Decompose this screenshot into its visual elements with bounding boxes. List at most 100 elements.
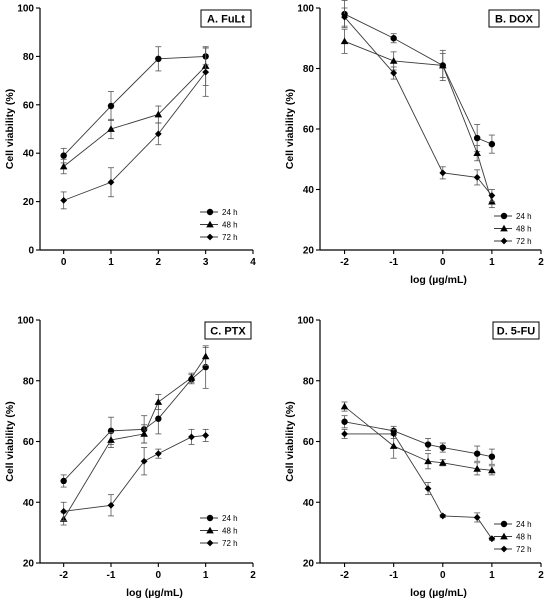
data-point	[488, 453, 496, 460]
data-point	[473, 149, 481, 157]
legend-marker	[206, 526, 214, 534]
data-point	[341, 430, 348, 438]
data-point	[60, 477, 67, 485]
legend-marker	[500, 212, 508, 220]
data-point	[107, 125, 115, 132]
y-tick-label: 20	[23, 197, 35, 208]
data-point	[340, 37, 349, 45]
legend-label: 48 h	[516, 225, 532, 234]
legend: 24 h 48 h 72 h	[200, 208, 238, 242]
legend-label: 24 h	[516, 520, 532, 529]
x-tick-label: 2	[538, 257, 544, 268]
y-tick-label: 60	[23, 437, 35, 448]
legend-marker	[206, 220, 214, 228]
y-axis-title: Cell viability (%)	[284, 401, 296, 482]
x-tick-label: 1	[203, 570, 209, 581]
data-point	[154, 398, 163, 405]
legend: 24 h 48 h 72 h	[200, 514, 238, 548]
legend-marker	[206, 233, 214, 241]
data-point	[473, 465, 481, 472]
series-2	[340, 28, 496, 209]
y-tick-label: 80	[23, 52, 35, 63]
data-point	[439, 444, 446, 451]
legend-marker	[206, 208, 214, 216]
series-line	[344, 16, 493, 196]
y-tick-label: 100	[17, 4, 34, 15]
data-point	[140, 457, 148, 465]
data-point	[201, 352, 210, 360]
legend-marker	[500, 520, 508, 528]
data-point	[473, 134, 481, 142]
y-tick-label: 100	[17, 316, 34, 327]
data-point	[389, 442, 398, 449]
panel-title-box	[200, 9, 252, 28]
series-2	[59, 46, 210, 175]
legend: 24 h 48 h 72 h	[494, 520, 532, 554]
data-point	[155, 415, 162, 422]
data-point	[424, 457, 432, 465]
legend-label: 24 h	[516, 212, 532, 221]
x-tick-label: 0	[440, 257, 446, 268]
data-point	[140, 430, 148, 437]
series-2	[59, 346, 210, 526]
x-tick-label: 4	[250, 257, 256, 268]
legend-label: 24 h	[222, 514, 238, 523]
panel-title-box	[204, 321, 252, 340]
y-tick-label: 40	[303, 185, 315, 196]
y-tick-label: 20	[23, 559, 35, 570]
data-point	[107, 501, 115, 509]
data-point	[341, 418, 348, 425]
x-tick-label: 2	[156, 257, 162, 268]
series-1	[341, 0, 496, 154]
y-tick-label: 0	[28, 246, 34, 257]
series-line	[344, 421, 492, 458]
x-tick-label: 1	[108, 257, 114, 268]
y-tick-label: 60	[303, 125, 315, 136]
series-1	[60, 345, 209, 488]
y-tick-label: 80	[303, 376, 315, 387]
series-line	[63, 366, 206, 482]
series-line	[344, 40, 493, 202]
data-point	[389, 57, 398, 64]
x-tick-label: -1	[389, 257, 398, 268]
data-point	[154, 110, 163, 118]
series-3	[341, 7, 496, 203]
legend-marker	[500, 224, 508, 232]
y-tick-label: 40	[303, 498, 315, 509]
y-axis-title: Cell viability (%)	[4, 401, 16, 482]
legend: 24 h 48 h 72 h	[494, 212, 532, 246]
data-point	[390, 35, 397, 42]
data-point	[438, 458, 447, 466]
data-point	[438, 61, 447, 69]
data-point	[390, 430, 398, 438]
data-point	[60, 152, 67, 159]
data-point	[439, 169, 447, 177]
legend-label: 24 h	[222, 208, 238, 217]
data-point	[424, 485, 432, 492]
panel-title: D. 5-FU	[497, 326, 536, 338]
data-point	[439, 512, 447, 520]
panel-title-box	[492, 321, 540, 340]
data-point	[202, 68, 210, 76]
data-point	[188, 433, 195, 441]
panel-2: 20 40 60 80 100 -2 -1 0 1 2 Cell viability (%) log …	[284, 0, 544, 286]
x-axis-title: log (µg/mL)	[410, 587, 467, 599]
series-line	[344, 433, 493, 539]
panel-4: 20 40 60 80 100 -2 -1 0 1 2 Cell viability (%) log …	[284, 316, 544, 600]
data-point	[59, 162, 68, 170]
y-axis-title: Cell viability (%)	[4, 89, 16, 170]
data-point	[488, 192, 496, 199]
legend-label: 72 h	[516, 545, 532, 554]
series-1	[60, 46, 209, 164]
x-tick-label: -2	[340, 570, 349, 581]
y-tick-label: 80	[23, 376, 35, 387]
legend-marker	[500, 237, 508, 245]
data-point	[155, 55, 162, 63]
y-tick-label: 60	[303, 437, 315, 448]
data-point	[390, 69, 398, 77]
x-tick-label: 2	[250, 570, 256, 581]
legend-marker	[500, 545, 508, 553]
legend-label: 72 h	[222, 539, 238, 548]
series-3	[341, 428, 496, 543]
